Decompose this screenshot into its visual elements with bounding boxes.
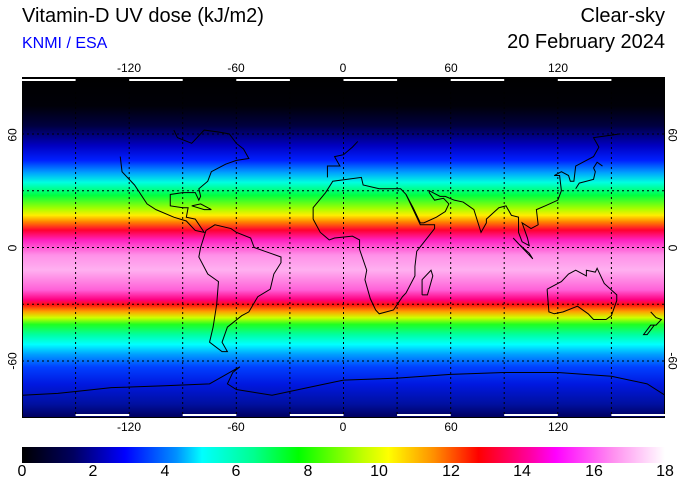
left-lat-tick: -60 bbox=[5, 352, 20, 370]
bottom-lon-tick: -60 bbox=[227, 420, 245, 434]
map-title: Vitamin-D UV dose (kJ/m2) bbox=[22, 5, 264, 27]
bottom-lon-tick: 0 bbox=[339, 420, 347, 434]
cuba-coast bbox=[192, 204, 212, 210]
date-label: 20 February 2024 bbox=[507, 31, 665, 53]
colorbar-label: 8 bbox=[303, 463, 313, 480]
colorbar-label: 10 bbox=[370, 463, 388, 480]
colorbar bbox=[22, 447, 665, 463]
right-lat-tick: 0 bbox=[665, 244, 680, 252]
top-lon-tick: 60 bbox=[444, 61, 458, 75]
colorbar-label: 14 bbox=[513, 463, 531, 480]
graticule bbox=[22, 77, 665, 418]
asia-coast bbox=[406, 134, 620, 246]
map-overlay bbox=[22, 77, 665, 418]
left-lat-tick: 0 bbox=[5, 244, 20, 252]
new-zealand-coast bbox=[644, 312, 662, 335]
colorbar-label: 0 bbox=[17, 463, 27, 480]
credit-label: KNMI / ESA bbox=[22, 35, 108, 52]
antarctica-coast bbox=[22, 367, 665, 395]
north-america-coast bbox=[120, 130, 249, 232]
indonesia-coast bbox=[513, 238, 533, 259]
top-lon-tick: 120 bbox=[547, 61, 569, 75]
africa-coast bbox=[313, 177, 434, 313]
colorbar-label: 2 bbox=[88, 463, 98, 480]
bottom-lon-tick: 120 bbox=[547, 420, 569, 434]
top-lon-tick: 0 bbox=[339, 61, 347, 75]
australia-coast bbox=[547, 268, 617, 319]
right-lat-tick: 60 bbox=[665, 128, 680, 142]
bottom-lon-tick: -120 bbox=[116, 420, 142, 434]
colorbar-label: 6 bbox=[231, 463, 241, 480]
colorbar-label: 12 bbox=[442, 463, 460, 480]
right-lat-tick: -60 bbox=[665, 352, 680, 370]
japan-coast bbox=[576, 162, 603, 189]
colorbar-label: 18 bbox=[656, 463, 674, 480]
colorbar-label: 16 bbox=[585, 463, 603, 480]
eurasia-coast bbox=[327, 141, 357, 177]
top-lon-tick: -60 bbox=[227, 61, 245, 75]
sky-condition-label: Clear-sky bbox=[580, 5, 665, 27]
left-lat-tick: 60 bbox=[5, 128, 20, 142]
bottom-lon-tick: 60 bbox=[444, 420, 458, 434]
colorbar-label: 4 bbox=[160, 463, 170, 480]
madagascar-coast bbox=[422, 270, 433, 295]
coastlines bbox=[22, 130, 665, 395]
south-america-coast bbox=[199, 225, 281, 352]
top-lon-tick: -120 bbox=[116, 61, 142, 75]
